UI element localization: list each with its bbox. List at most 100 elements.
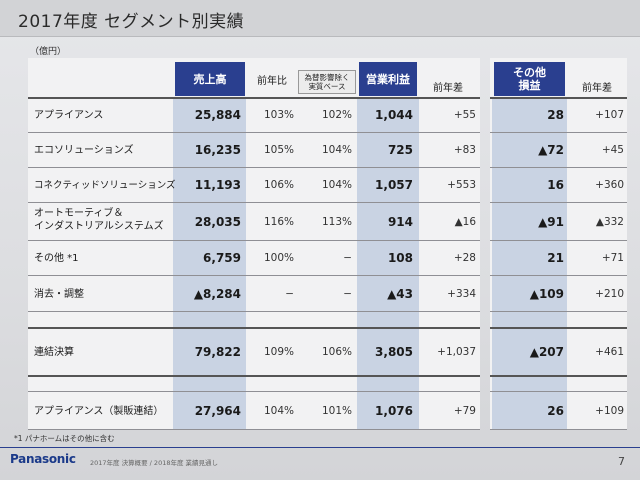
row-fx: 113%	[321, 216, 352, 228]
extra-diff: +79	[453, 405, 476, 417]
row-rule	[490, 311, 627, 312]
row-op: 1,057	[375, 178, 413, 192]
row-rule	[28, 167, 480, 168]
header-yoy: 前年比	[257, 75, 287, 87]
row-other: 28	[547, 108, 564, 122]
row-rule	[490, 167, 627, 168]
total-diff2: +461	[595, 346, 624, 358]
header-other-pl: その他 損益	[494, 62, 565, 96]
row-op: 108	[387, 251, 413, 265]
extra-yoy: 104%	[263, 405, 294, 417]
total-label: 連結決算	[34, 347, 74, 358]
row-label: 消去・調整	[34, 289, 84, 300]
total-op: 3,805	[375, 345, 413, 359]
row-diff2: +71	[601, 252, 624, 264]
header-op-profit: 営業利益	[359, 62, 417, 96]
row-rule	[490, 202, 627, 203]
extra-label: アプライアンス（製販連結）	[34, 406, 164, 417]
header-diff: 前年差	[433, 82, 463, 94]
row-rule	[490, 275, 627, 276]
extra-other: 26	[547, 404, 564, 418]
total-diff: +1,037	[437, 346, 476, 358]
row-diff: +55	[453, 109, 476, 121]
row-yoy: 106%	[263, 179, 294, 191]
row-diff2: +107	[595, 109, 624, 121]
header-sales: 売上高	[175, 62, 245, 96]
row-fx: −	[343, 252, 352, 264]
row-diff2: +210	[595, 288, 624, 300]
sales-column-shade	[173, 98, 246, 430]
unit-label: （億円）	[30, 47, 67, 57]
row-fx: −	[343, 288, 352, 300]
row-fx: 104%	[321, 144, 352, 156]
extra-bottom-rule	[490, 429, 627, 430]
row-diff: +334	[447, 288, 476, 300]
row-op: 914	[387, 215, 413, 229]
total-sales: 79,822	[194, 345, 241, 359]
total-yoy: 109%	[263, 346, 294, 358]
row-fx: 104%	[321, 179, 352, 191]
row-diff: +553	[447, 179, 476, 191]
row-label: オートモーティブ＆ インダストリアルシステムズ	[34, 208, 164, 232]
row-rule	[28, 275, 480, 276]
extra-bottom-rule	[28, 429, 480, 430]
extra-diff2: +109	[595, 405, 624, 417]
row-rule	[490, 132, 627, 133]
row-op: 725	[387, 143, 413, 157]
row-label: エコソリューションズ	[34, 145, 134, 156]
header-rule	[490, 97, 627, 99]
footnote: *1 パナホームはその他に含む	[14, 434, 115, 443]
total-fx: 106%	[321, 346, 352, 358]
row-rule	[490, 240, 627, 241]
extra-op: 1,076	[375, 404, 413, 418]
row-op: ▲43	[387, 287, 413, 301]
row-yoy: −	[285, 288, 294, 300]
title-bar: 2017年度 セグメント別実績	[0, 0, 640, 37]
header-diff2: 前年差	[582, 82, 612, 94]
row-sales: 6,759	[203, 251, 241, 265]
row-rule	[28, 132, 480, 133]
row-diff2: +45	[601, 144, 624, 156]
total-bottom-rule	[490, 375, 627, 377]
row-label: その他 *1	[34, 253, 79, 264]
row-yoy: 100%	[263, 252, 294, 264]
panasonic-logo: Panasonic	[10, 452, 76, 466]
row-sales: 28,035	[194, 215, 241, 229]
row-yoy: 116%	[263, 216, 294, 228]
row-other: ▲91	[538, 215, 564, 229]
row-op: 1,044	[375, 108, 413, 122]
total-bottom-rule	[28, 375, 480, 377]
row-sales: 11,193	[194, 178, 241, 192]
row-diff: +83	[453, 144, 476, 156]
row-sales: ▲8,284	[193, 287, 241, 301]
total-other: ▲207	[529, 345, 564, 359]
total-top-rule	[28, 327, 480, 329]
page-number: 7	[618, 455, 625, 468]
header-fx-excl: 為替影響除く 実質ベース	[298, 70, 356, 94]
row-diff: +28	[453, 252, 476, 264]
total-top-rule	[490, 327, 627, 329]
row-yoy: 105%	[263, 144, 294, 156]
row-rule	[28, 311, 480, 312]
row-rule	[28, 240, 480, 241]
row-rule	[28, 202, 480, 203]
row-diff2: ▲332	[595, 216, 624, 228]
slide-title: 2017年度 セグメント別実績	[18, 12, 245, 32]
extra-fx: 101%	[321, 405, 352, 417]
extra-top-rule	[490, 391, 627, 392]
extra-sales: 27,964	[194, 404, 241, 418]
row-diff2: +360	[595, 179, 624, 191]
row-sales: 25,884	[194, 108, 241, 122]
row-label: アプライアンス	[34, 110, 104, 121]
other-column-shade	[492, 98, 567, 430]
row-yoy: 103%	[263, 109, 294, 121]
extra-top-rule	[28, 391, 480, 392]
row-other: 16	[547, 178, 564, 192]
footer-note: 2017年度 決算概要 / 2018年度 業績見通し	[90, 459, 219, 467]
row-sales: 16,235	[194, 143, 241, 157]
row-label: コネクティッドソリューションズ	[34, 180, 176, 191]
row-other: ▲109	[529, 287, 564, 301]
row-other: ▲72	[538, 143, 564, 157]
op-column-shade	[357, 98, 419, 430]
